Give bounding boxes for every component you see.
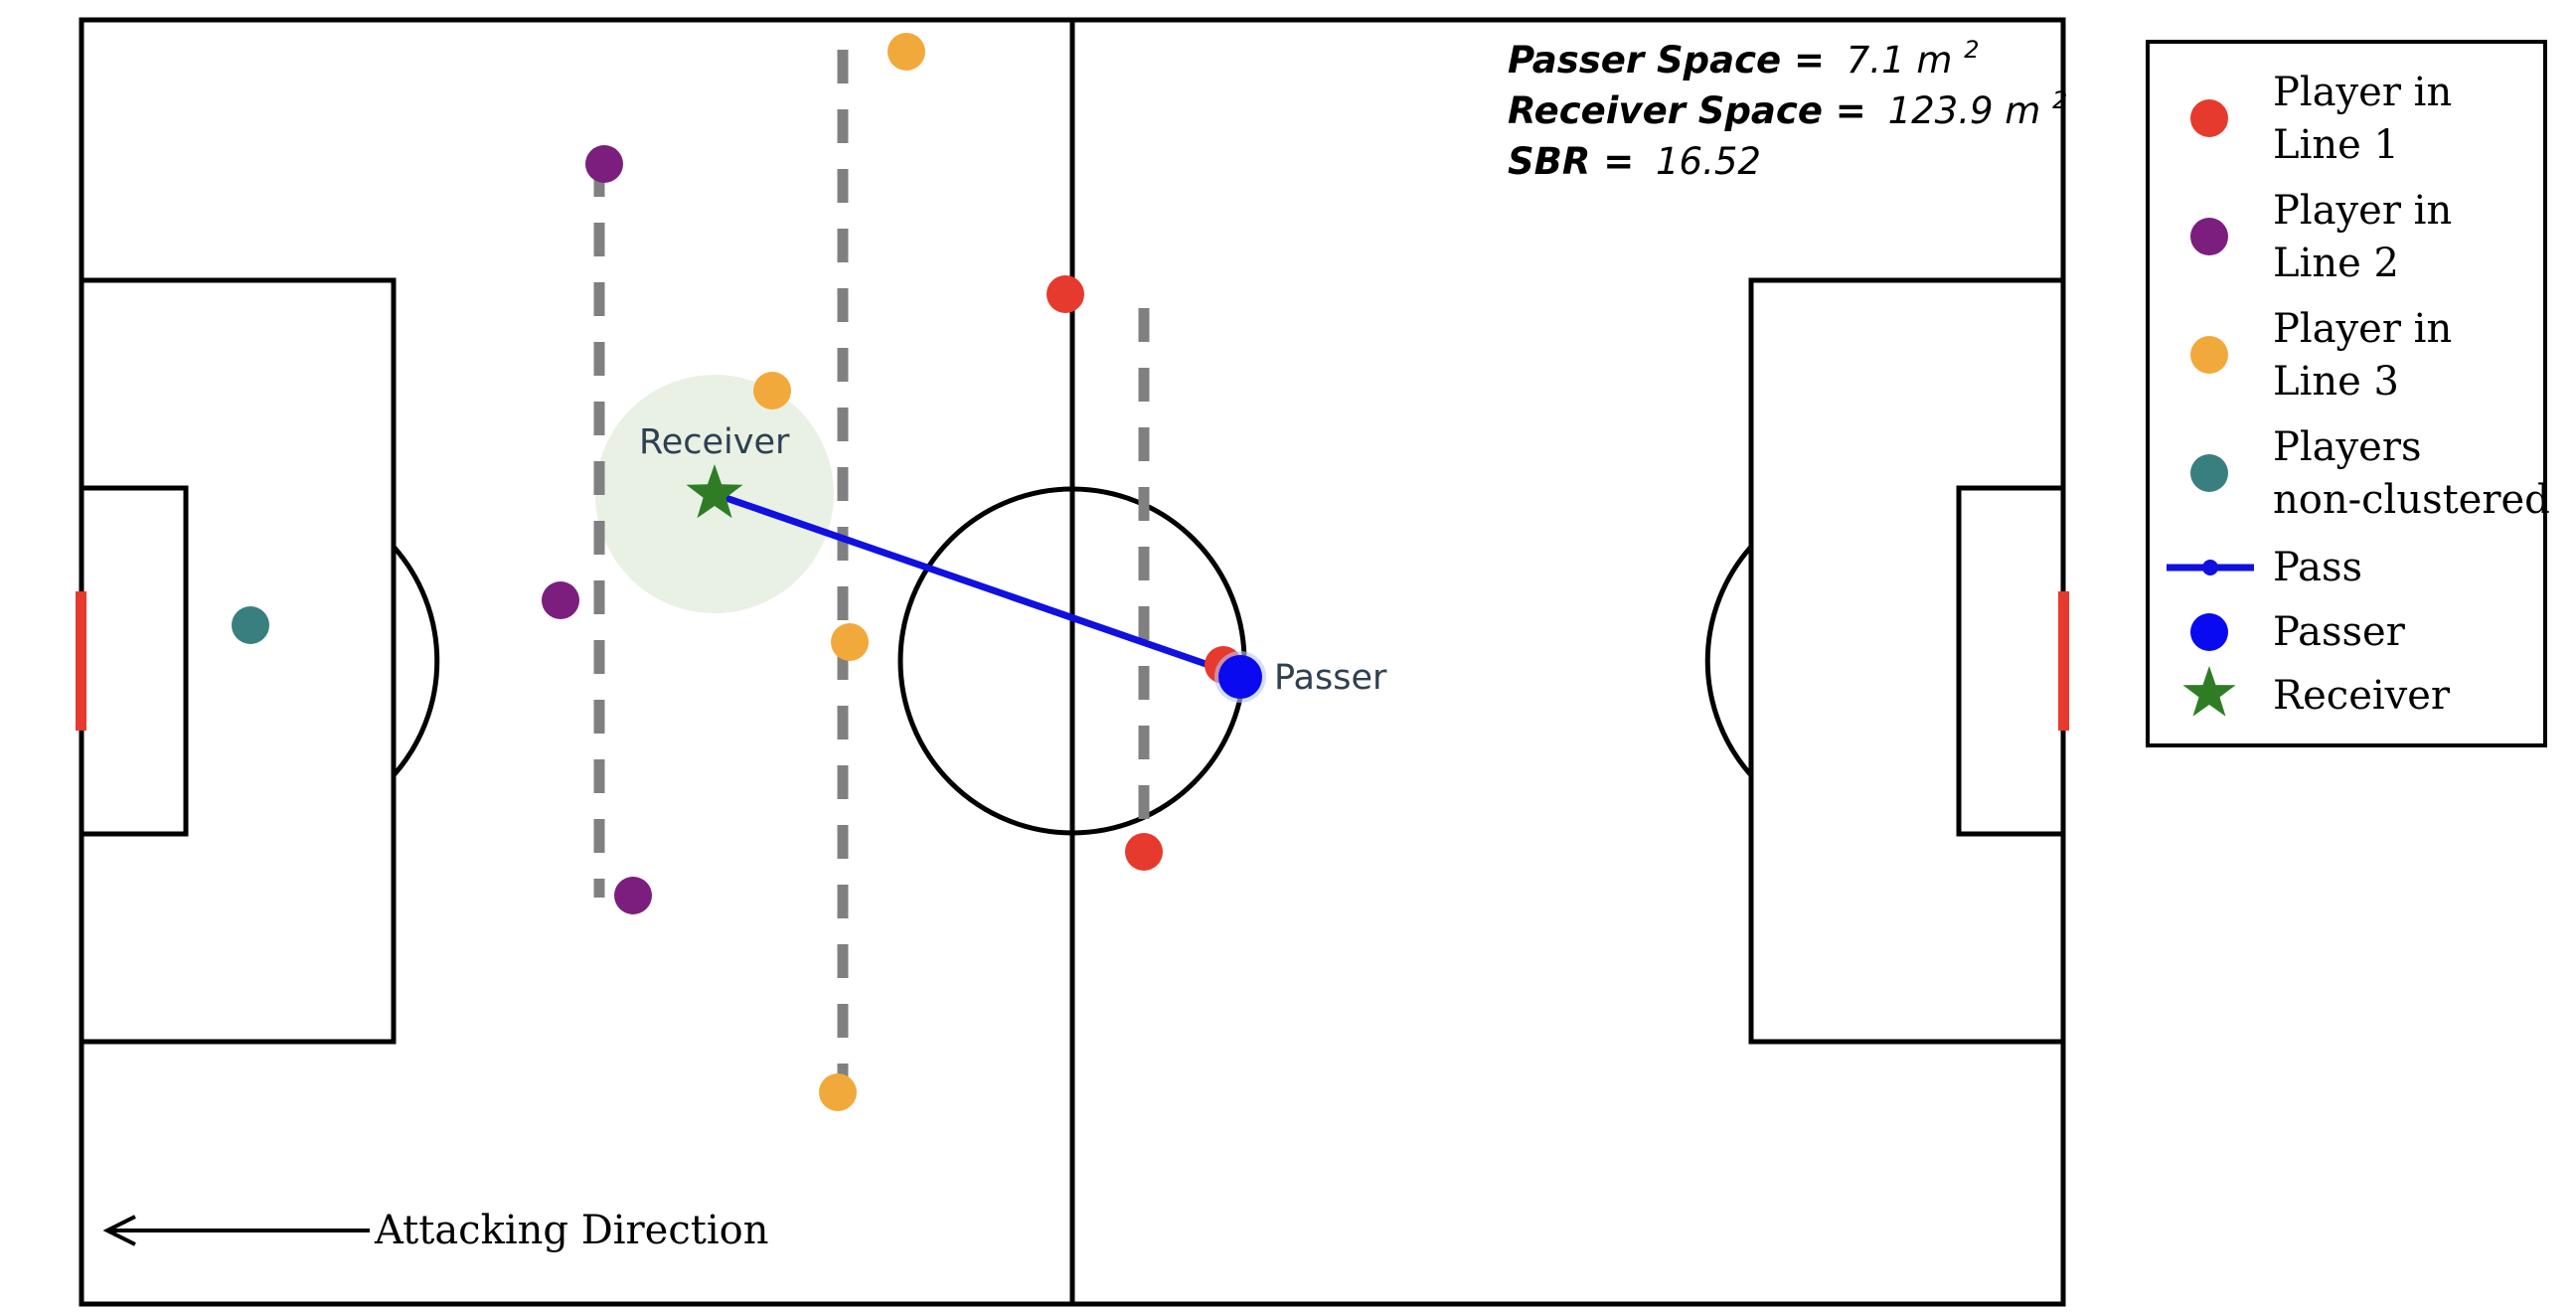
legend-circle-icon — [2190, 613, 2228, 651]
player-non-clustered — [232, 606, 269, 644]
legend-label: Passer — [2273, 609, 2406, 655]
legend-label: Player in Line 2 — [2273, 188, 2452, 286]
legend-circle-icon — [2190, 218, 2228, 255]
players — [232, 33, 1266, 1111]
receiver-space-value: 123.9 m — [1888, 89, 2041, 132]
sbr-value: 16.52 — [1656, 140, 1761, 183]
pass-line — [713, 490, 1242, 680]
passer-space-unit-exp: 2 — [1964, 36, 1979, 64]
player-line2 — [542, 581, 579, 619]
legend-label-line: Players — [2273, 424, 2421, 470]
legend-label-line: Passer — [2273, 609, 2406, 655]
player-line1 — [1125, 833, 1163, 871]
line-dividers — [593, 50, 1150, 1093]
legend-item: Player in Line 2 — [2190, 188, 2452, 286]
legend-label: Pass — [2273, 545, 2362, 590]
legend-item: Pass — [2167, 545, 2362, 590]
right-goal-area — [1956, 485, 2066, 837]
legend-item: Player in Line 3 — [2190, 306, 2452, 405]
passer-label: Passer — [1274, 658, 1387, 698]
legend-circle-icon — [2190, 99, 2228, 137]
legend-item: Player in Line 1 — [2190, 70, 2452, 168]
legend-label: Players non-clustered — [2273, 424, 2550, 523]
sbr-stat: SBR = 16.52 — [1508, 140, 1761, 183]
player-line3 — [887, 33, 925, 71]
right-penalty-arc — [1704, 545, 1753, 777]
legend-label: Receiver — [2273, 673, 2451, 719]
legend-label-line: Player in — [2273, 188, 2452, 234]
player-line2 — [614, 877, 652, 914]
passer-space-label: Passer Space = — [1508, 39, 1825, 82]
receiver-space-label: Receiver Space = — [1508, 89, 1866, 132]
attacking-direction-label: Attacking Direction — [374, 1208, 768, 1253]
passer-marker — [1218, 655, 1262, 699]
legend-circle-icon — [2190, 336, 2228, 374]
legend-label-line: non-clustered — [2273, 477, 2550, 523]
sbr-label: SBR = — [1508, 140, 1634, 183]
right-goal — [2058, 591, 2069, 731]
legend-label-line: Pass — [2273, 545, 2362, 590]
legend-circle-icon — [2190, 454, 2228, 492]
legend-item: Receiver — [2182, 666, 2451, 719]
receiver-space-unit-exp: 2 — [2052, 86, 2067, 114]
left-penalty-arc — [392, 545, 440, 777]
legend-item: Players non-clustered — [2190, 424, 2550, 523]
legend-label-line: Player in — [2273, 70, 2452, 115]
legend-item: Passer — [2190, 609, 2406, 655]
legend-star-icon — [2182, 666, 2236, 717]
arrow-left-icon — [102, 1215, 136, 1246]
legend: Player in Line 1 Player in Line 2 Player in L… — [2146, 40, 2550, 747]
legend-label: Player in Line 3 — [2273, 306, 2452, 405]
legend-pass-dot-icon — [2202, 560, 2218, 575]
player-line1 — [1046, 275, 1084, 313]
pitch — [79, 17, 2066, 1307]
left-goal-area — [79, 485, 189, 837]
receiver-space-stat: Receiver Space = 123.9 m 2 — [1508, 86, 2067, 132]
legend-label-line: Line 3 — [2273, 359, 2399, 405]
receiver-label: Receiver — [639, 422, 790, 462]
receiver-star-icon — [686, 464, 743, 519]
passer-space-stat: Passer Space = 7.1 m 2 — [1508, 36, 1979, 82]
left-goal — [76, 591, 86, 731]
legend-label: Player in Line 1 — [2273, 70, 2452, 168]
player-line3 — [831, 623, 869, 661]
stats-annotation: Passer Space = 7.1 m 2 Receiver Space = … — [1508, 36, 2067, 183]
player-line2 — [585, 145, 623, 183]
attacking-direction: Attacking Direction — [102, 1208, 768, 1253]
legend-label-line: Receiver — [2273, 673, 2451, 719]
legend-label-line: Line 2 — [2273, 241, 2399, 286]
right-penalty-box — [1748, 277, 2066, 1045]
passer-space-value: 7.1 m — [1847, 39, 1953, 82]
legend-label-line: Player in — [2273, 306, 2452, 352]
legend-label-line: Line 1 — [2273, 122, 2399, 168]
left-penalty-box — [79, 277, 397, 1045]
player-line3 — [753, 372, 791, 410]
player-line3 — [819, 1073, 857, 1111]
